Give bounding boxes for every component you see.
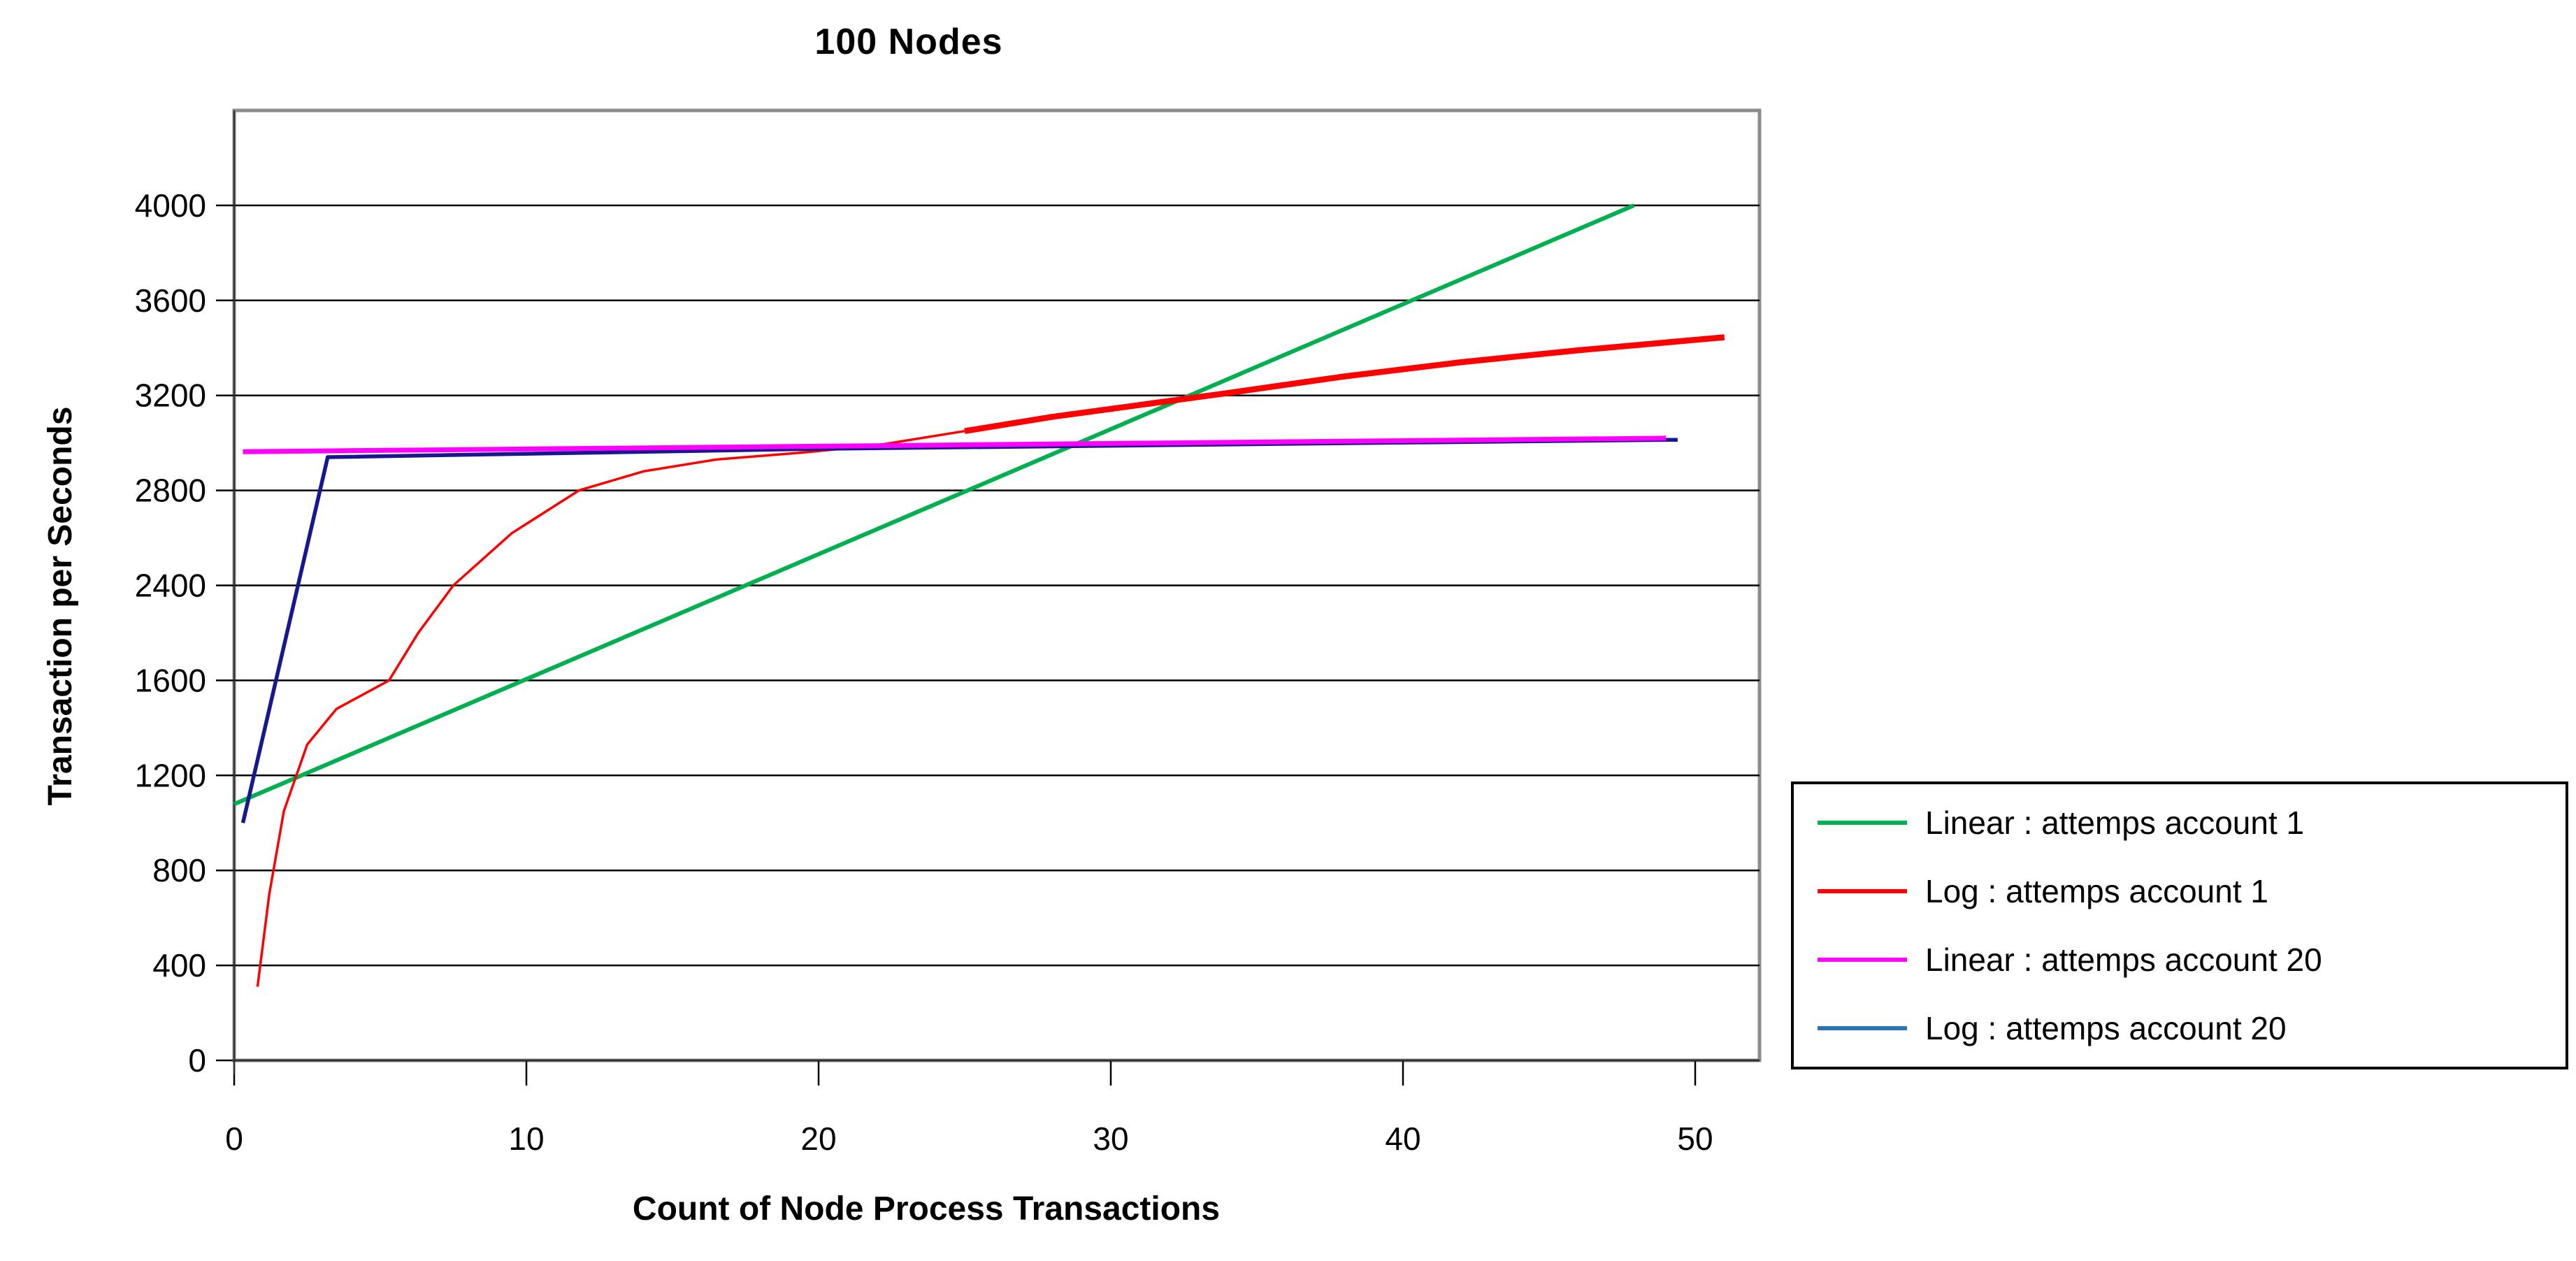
x-tick-label-0: 0 [225, 1121, 243, 1157]
legend-item-linear-account-1: Linear : attemps account 1 [1818, 804, 2566, 842]
legend-swatch-linear-account-20 [1818, 958, 1907, 962]
legend-label: Log : attemps account 1 [1925, 873, 2268, 909]
y-tick-label-800: 800 [152, 852, 206, 888]
legend-label: Log : attemps account 20 [1925, 1010, 2287, 1046]
series-line-log-attemps-account-1 [256, 429, 965, 987]
series-line-log-attemps-account-20 [240, 438, 1678, 823]
legend-item-log-account-1: Log : attemps account 1 [1818, 872, 2566, 910]
series-line-linear-attemps-account-20 [243, 435, 1667, 454]
x-tick-label-30: 30 [1093, 1121, 1128, 1157]
y-tick-label-0: 0 [188, 1042, 206, 1079]
x-tick-label-50: 50 [1677, 1121, 1713, 1157]
series-line-linear-attemps-account-1 [233, 203, 1635, 807]
legend-item-log-account-20: Log : attemps account 20 [1818, 1009, 2566, 1047]
y-tick-label-3200: 3200 [135, 377, 206, 414]
y-tick-label-2400: 2400 [135, 568, 206, 604]
x-tick-label-40: 40 [1385, 1121, 1420, 1157]
series-line-log-attemps-account-1-thick [964, 334, 1725, 434]
legend-item-linear-account-20: Linear : attemps account 20 [1818, 941, 2566, 979]
x-axis-title: Count of Node Process Transactions [632, 1190, 1221, 1227]
x-tick-label-10: 10 [508, 1121, 544, 1157]
y-tick-label-1600: 1600 [135, 662, 206, 698]
y-tick-label-400: 400 [152, 947, 206, 983]
chart-title: 100 Nodes [814, 22, 1003, 62]
x-tick-label-20: 20 [800, 1121, 836, 1157]
y-tick-label-2800: 2800 [135, 473, 206, 509]
y-tick-label-3600: 3600 [135, 282, 206, 319]
legend-label: Linear : attemps account 20 [1925, 942, 2322, 978]
legend-swatch-linear-account-1 [1818, 821, 1907, 825]
y-tick-label-1200: 1200 [135, 757, 206, 793]
legend-swatch-log-account-1 [1818, 889, 1907, 893]
legend-box: Linear : attemps account 1 Log : attemps… [1791, 781, 2568, 1069]
legend-swatch-log-account-20 [1818, 1026, 1907, 1030]
legend-label: Linear : attemps account 1 [1925, 805, 2305, 841]
y-tick-label-4000: 4000 [135, 187, 206, 224]
